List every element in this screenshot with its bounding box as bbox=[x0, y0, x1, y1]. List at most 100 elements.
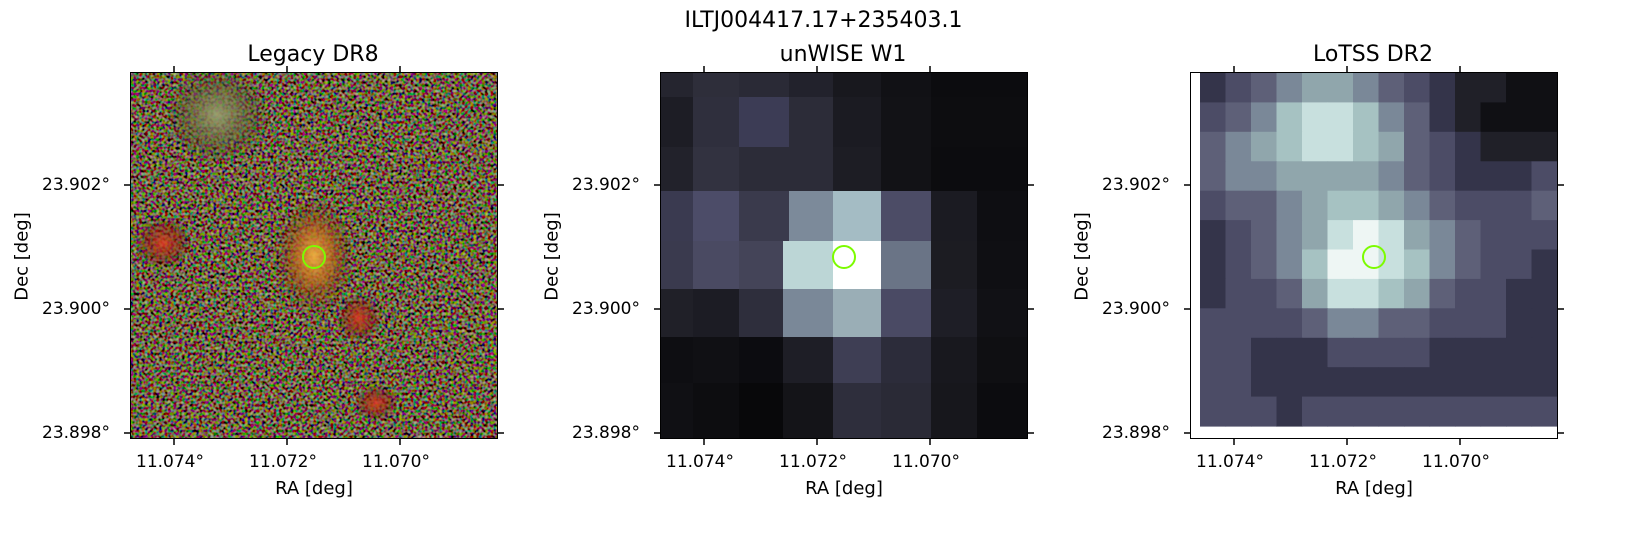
radio-pixel bbox=[1251, 161, 1278, 192]
radio-pixel bbox=[1225, 131, 1252, 162]
radio-pixel bbox=[1251, 131, 1278, 162]
radio-pixel bbox=[1429, 278, 1456, 309]
radio-pixel bbox=[1455, 249, 1482, 280]
panel-2-ytick-2: 23.900° bbox=[572, 299, 640, 319]
panel-3-title: LoTSS DR2 bbox=[1313, 42, 1433, 67]
radio-pixel bbox=[1302, 249, 1329, 280]
radio-pixel bbox=[1200, 308, 1227, 339]
radio-pixel bbox=[1429, 337, 1456, 368]
radio-pixel bbox=[1276, 190, 1303, 221]
radio-pixel bbox=[1378, 102, 1405, 133]
radio-pixel bbox=[1353, 367, 1380, 398]
radio-pixel bbox=[1378, 278, 1405, 309]
radio-pixel bbox=[1404, 337, 1431, 368]
radio-pixel bbox=[1251, 308, 1278, 339]
radio-pixel bbox=[1200, 278, 1227, 309]
radio-pixel bbox=[1276, 102, 1303, 133]
radio-pixel bbox=[1480, 220, 1507, 251]
radio-pixel-grid bbox=[1200, 73, 1557, 427]
radio-pixel bbox=[1302, 337, 1329, 368]
radio-pixel bbox=[1429, 396, 1456, 427]
radio-pixel bbox=[1429, 308, 1456, 339]
panel-2-ylabel: Dec [deg] bbox=[541, 212, 563, 301]
radio-pixel bbox=[1531, 161, 1557, 192]
radio-pixel bbox=[1353, 308, 1380, 339]
radio-pixel bbox=[1480, 337, 1507, 368]
radio-pixel bbox=[1506, 396, 1533, 427]
radio-pixel bbox=[1506, 220, 1533, 251]
radio-pixel bbox=[1200, 131, 1227, 162]
radio-pixel bbox=[1378, 308, 1405, 339]
radio-pixel bbox=[1225, 337, 1252, 368]
radio-pixel bbox=[1506, 190, 1533, 221]
panel-2-xtick-3: 11.070° bbox=[892, 452, 960, 472]
radio-pixel bbox=[1455, 308, 1482, 339]
radio-pixel bbox=[1480, 367, 1507, 398]
radio-pixel bbox=[1429, 131, 1456, 162]
radio-pixel bbox=[1378, 367, 1405, 398]
radio-pixel bbox=[1327, 102, 1354, 133]
radio-pixel bbox=[1429, 102, 1456, 133]
radio-pixel bbox=[1506, 367, 1533, 398]
radio-pixel bbox=[1276, 278, 1303, 309]
radio-pixel bbox=[1353, 190, 1380, 221]
radio-pixel bbox=[1225, 102, 1252, 133]
radio-pixel bbox=[1251, 396, 1278, 427]
radio-pixel bbox=[1404, 190, 1431, 221]
radio-pixel bbox=[1251, 73, 1278, 103]
radio-pixel bbox=[1327, 73, 1354, 103]
radio-pixel bbox=[1455, 73, 1482, 103]
radio-pixel bbox=[1200, 367, 1227, 398]
radio-pixel bbox=[1200, 161, 1227, 192]
panel-2-image bbox=[660, 72, 1028, 439]
radio-pixel bbox=[1378, 190, 1405, 221]
radio-pixel bbox=[1276, 73, 1303, 103]
panel-1-xlabel: RA [deg] bbox=[275, 478, 353, 499]
radio-pixel bbox=[1200, 337, 1227, 368]
radio-pixel bbox=[1225, 161, 1252, 192]
panel-2-title: unWISE W1 bbox=[779, 42, 907, 67]
source-marker-circle bbox=[302, 245, 326, 269]
radio-pixel bbox=[1455, 190, 1482, 221]
radio-pixel bbox=[1506, 337, 1533, 368]
radio-pixel bbox=[1200, 396, 1227, 427]
radio-pixel bbox=[1251, 220, 1278, 251]
radio-pixel bbox=[1404, 73, 1431, 103]
radio-pixel bbox=[1429, 190, 1456, 221]
radio-pixel bbox=[1378, 131, 1405, 162]
radio-pixel bbox=[1455, 161, 1482, 192]
radio-pixel bbox=[1531, 73, 1557, 103]
radio-pixel bbox=[1353, 396, 1380, 427]
radio-pixel bbox=[1480, 131, 1507, 162]
radio-pixel bbox=[1225, 220, 1252, 251]
radio-pixel bbox=[1327, 396, 1354, 427]
radio-pixel bbox=[1225, 190, 1252, 221]
radio-pixel bbox=[1302, 73, 1329, 103]
radio-pixel bbox=[1302, 161, 1329, 192]
panel-3-xlabel: RA [deg] bbox=[1335, 478, 1413, 499]
radio-pixel bbox=[1200, 102, 1227, 133]
radio-pixel bbox=[1302, 367, 1329, 398]
panel-3-ytick-3: 23.898° bbox=[1102, 423, 1170, 443]
panel-3-ytick-2: 23.900° bbox=[1102, 299, 1170, 319]
lotss-radio-image bbox=[1191, 73, 1557, 438]
panel-2-xtick-1: 11.074° bbox=[666, 452, 734, 472]
radio-pixel bbox=[1506, 131, 1533, 162]
panel-3-xtick-1: 11.074° bbox=[1196, 452, 1264, 472]
panel-1-ytick-2: 23.900° bbox=[42, 299, 110, 319]
radio-pixel bbox=[1455, 220, 1482, 251]
radio-pixel bbox=[1276, 308, 1303, 339]
radio-pixel bbox=[1327, 249, 1354, 280]
radio-pixel bbox=[1327, 308, 1354, 339]
radio-pixel bbox=[1531, 396, 1557, 427]
panel-2-xtick-2: 11.072° bbox=[779, 452, 847, 472]
panel-1-title: Legacy DR8 bbox=[247, 42, 379, 67]
radio-pixel bbox=[1455, 367, 1482, 398]
radio-pixel bbox=[1455, 337, 1482, 368]
radio-pixel bbox=[1327, 367, 1354, 398]
radio-pixel bbox=[1225, 308, 1252, 339]
radio-pixel bbox=[1531, 131, 1557, 162]
panel-3-ytick-1: 23.902° bbox=[1102, 175, 1170, 195]
radio-pixel bbox=[1225, 396, 1252, 427]
panel-1-xtick-1: 11.074° bbox=[136, 452, 204, 472]
